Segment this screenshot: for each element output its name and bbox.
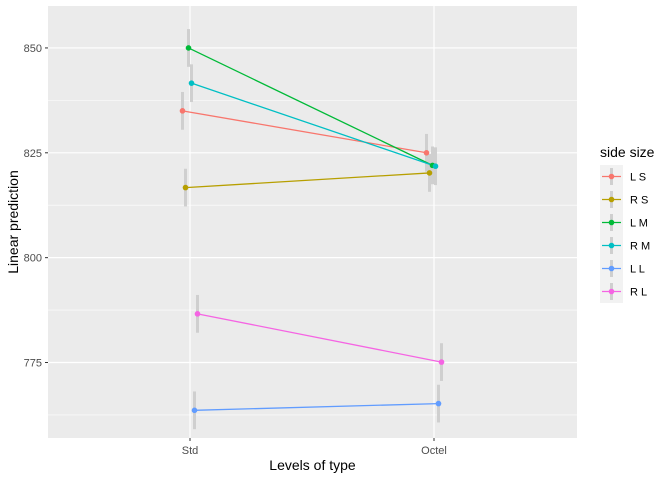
legend-label: R L [630, 287, 647, 299]
x-tick-label: Std [182, 445, 199, 457]
data-point [188, 80, 195, 86]
major-gridlines [48, 6, 577, 438]
y-tick-label: 775 [24, 358, 42, 370]
legend-title: side size [600, 144, 655, 160]
legend-label: L S [630, 172, 646, 184]
legend-label: L M [630, 218, 648, 230]
series-line [188, 47, 433, 166]
legend-key-point [608, 219, 615, 226]
legend-key-point [608, 288, 615, 295]
y-tick-label: 850 [24, 43, 42, 55]
y-axis-label: Linear prediction [5, 170, 21, 274]
legend-key-point [608, 242, 615, 249]
data-point [182, 184, 189, 191]
data-point [426, 170, 433, 176]
data-point [194, 311, 201, 317]
data-point [423, 149, 430, 156]
legend-key-point [608, 173, 615, 180]
legend-label: R M [630, 241, 650, 253]
data-point [179, 108, 186, 114]
data-point [432, 163, 439, 170]
data-point [435, 400, 442, 407]
legend: side size L S R S L M R M L L R L [600, 144, 655, 303]
series-points [179, 45, 445, 414]
plot-panel [48, 6, 577, 438]
y-tick-label: 825 [24, 148, 42, 160]
x-axis-label: Levels of type [269, 457, 356, 473]
series-line [185, 172, 430, 189]
data-point [438, 359, 445, 365]
legend-keys: L S R S L M R M L L R L [600, 165, 650, 303]
legend-label: R S [630, 195, 648, 207]
data-point [185, 45, 192, 51]
legend-label: L L [630, 264, 645, 276]
series-line [182, 110, 427, 154]
legend-key-point [608, 196, 615, 203]
x-tick-label: Octel [421, 445, 447, 457]
minor-gridlines [48, 100, 577, 416]
legend-key-point [608, 265, 615, 272]
x-axis: Std Octel [182, 438, 447, 457]
series-line [191, 82, 436, 167]
series-line [197, 313, 442, 363]
series-line [194, 402, 439, 411]
data-point [191, 407, 198, 414]
series-lines [182, 47, 442, 411]
y-tick-label: 800 [24, 253, 42, 265]
y-axis: 775 800 825 850 [24, 43, 48, 370]
